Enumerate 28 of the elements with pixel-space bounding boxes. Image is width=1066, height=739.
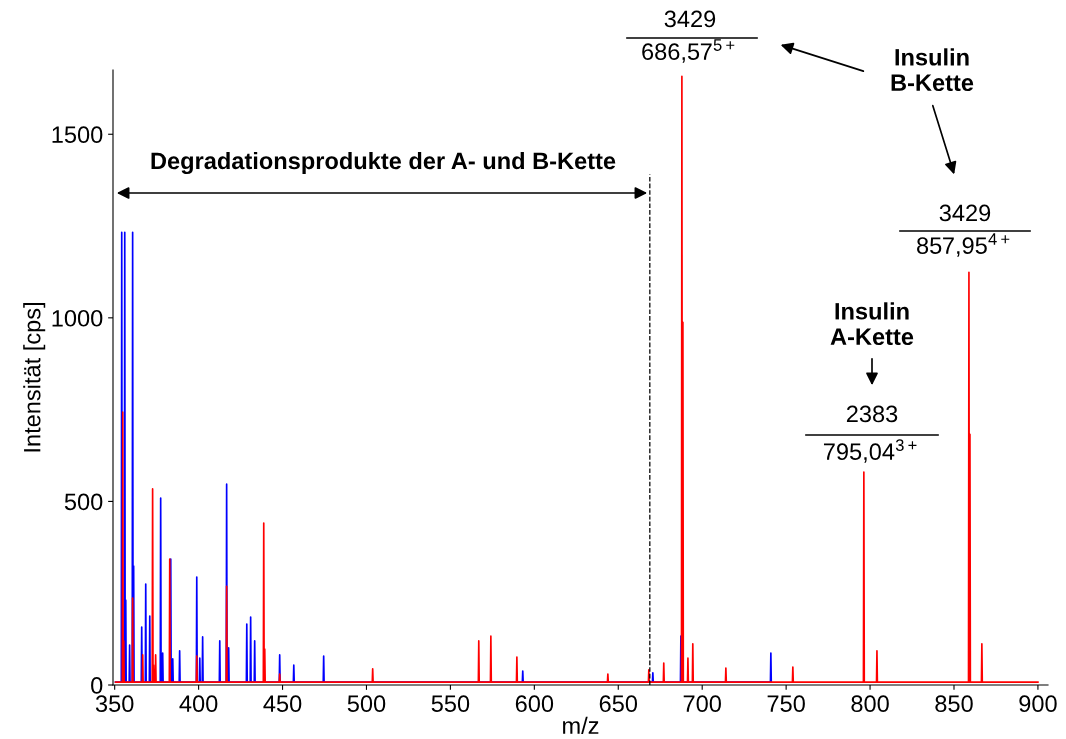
x-tick-label: 900 bbox=[1019, 695, 1057, 713]
x-axis-title: m/z bbox=[563, 716, 599, 735]
annotation: 795,04$^{3+}$ bbox=[823, 439, 917, 463]
text: 3429 bbox=[664, 10, 716, 28]
x-tick-label: 450 bbox=[263, 695, 302, 713]
y-tick-label: 0 bbox=[91, 677, 103, 694]
y-axis-title: Intensität [cps] bbox=[23, 303, 46, 452]
y-tick-label: 1000 bbox=[52, 309, 103, 327]
x-tick-label: 600 bbox=[515, 695, 554, 713]
x-tick-label: 750 bbox=[767, 695, 805, 713]
x-tick-label: 700 bbox=[683, 695, 721, 713]
annotation: Degradationsprodukte der A- und B-Kette bbox=[151, 151, 616, 175]
annotation: 3429 bbox=[939, 204, 991, 222]
annotation: Insulin B-Kette bbox=[891, 48, 974, 92]
text: 686,57$^{5+}$ bbox=[642, 39, 735, 63]
line-series bbox=[114, 75, 1039, 683]
x-tick-label: 400 bbox=[179, 695, 218, 713]
x-tick-label: 850 bbox=[935, 695, 973, 713]
y-tick-label: 500 bbox=[64, 493, 103, 511]
x-tick-label: 650 bbox=[599, 695, 638, 713]
y-tick-label: 1500 bbox=[52, 126, 103, 144]
annotation: Insulin A-Kette bbox=[830, 302, 914, 346]
annotation: 857,95$^{4+}$ bbox=[917, 233, 1010, 257]
x-tick-label: 800 bbox=[851, 695, 889, 713]
x-tick-label: 500 bbox=[347, 695, 386, 713]
x-tick-label: 550 bbox=[431, 695, 470, 713]
x-tick-label: 350 bbox=[95, 695, 134, 713]
annotation: 2383 bbox=[846, 405, 898, 423]
